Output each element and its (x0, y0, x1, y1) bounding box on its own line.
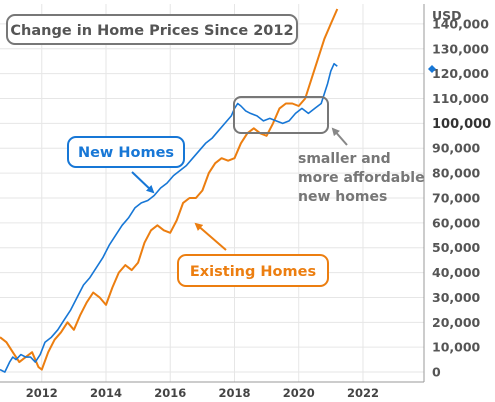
series-line-new-homes (0, 62, 338, 373)
y-tick-label: 100,000 (432, 117, 491, 132)
y-tick-label: 110,000 (432, 91, 489, 106)
grid (0, 4, 424, 382)
y-tick-label: 120,000 (432, 66, 489, 81)
existing-homes-label: Existing Homes (190, 264, 316, 280)
highlight-box (233, 96, 329, 134)
y-tick-label: 40,000 (432, 265, 481, 280)
y-tick-label: 0 (432, 365, 441, 380)
new-homes-callout: New Homes (67, 136, 185, 194)
y-axis-unit: USD (432, 8, 462, 23)
y-tick-label: 30,000 (432, 290, 481, 305)
existing-homes-arrow (194, 222, 227, 251)
last-value-marker (428, 65, 436, 73)
existing-homes-callout: Existing Homes (177, 222, 329, 287)
x-tick-label: 2020 (283, 386, 315, 400)
y-tick-label: 130,000 (432, 41, 489, 56)
y-tick-label: 20,000 (432, 315, 481, 330)
x-tick-label: 2012 (26, 386, 58, 400)
series-lines (0, 8, 339, 373)
note-line-2: more affordable (298, 170, 425, 186)
new-homes-arrow (131, 171, 155, 194)
series-line-existing-homes (0, 8, 339, 371)
new-homes-label: New Homes (78, 145, 174, 161)
chart-title: Change in Home Prices Since 2012 (10, 23, 293, 39)
title-box: Change in Home Prices Since 2012 (6, 14, 298, 45)
x-tick-label: 2022 (347, 386, 379, 400)
y-tick-label: 60,000 (432, 215, 481, 230)
y-tick-label: 10,000 (432, 340, 481, 355)
y-tick-label: 80,000 (432, 166, 481, 181)
y-tick-label: 70,000 (432, 190, 481, 205)
note-text: smaller and more affordable new homes (298, 151, 425, 205)
y-tick-label: 90,000 (432, 141, 481, 156)
note-arrow (331, 127, 348, 146)
note-line-3: new homes (298, 189, 387, 205)
x-tick-label: 2016 (154, 386, 186, 400)
y-axis: 0 10,000 20,000 30,000 40,000 50,000 60,000 70,… (432, 16, 491, 379)
x-tick-label: 2014 (90, 386, 122, 400)
x-axis: 2012 2014 2016 2018 2020 2022 (0, 381, 424, 400)
x-tick-label: 2018 (218, 386, 250, 400)
y-tick-label: 140,000 (432, 16, 489, 31)
note-line-1: smaller and (298, 151, 391, 167)
y-tick-label: 50,000 (432, 240, 481, 255)
